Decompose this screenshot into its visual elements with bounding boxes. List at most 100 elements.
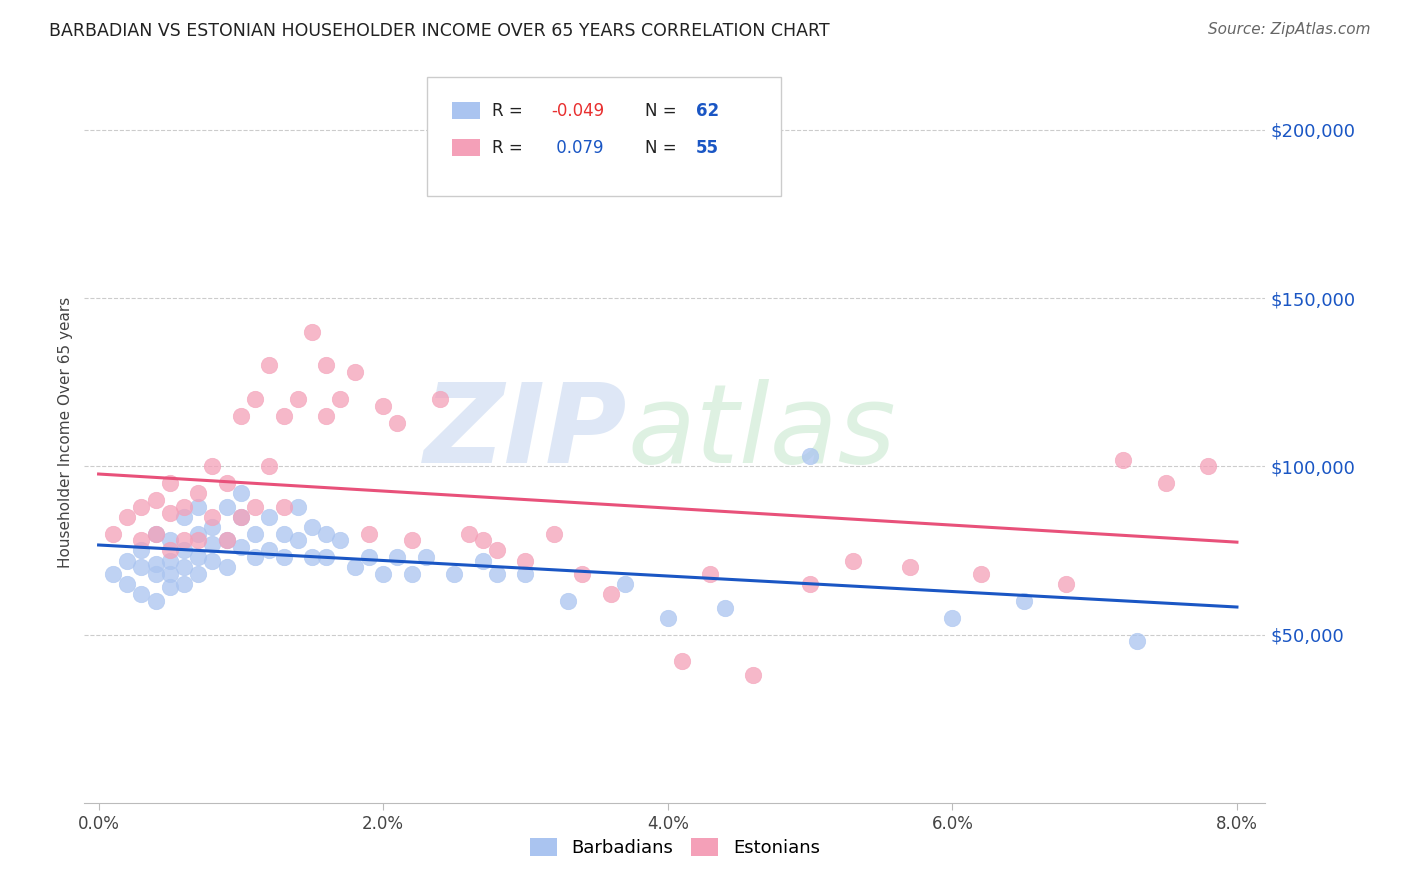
Point: [742, 668, 765, 682]
Point: [515, 553, 537, 567]
Text: N =: N =: [645, 102, 682, 120]
Point: [115, 509, 138, 524]
Point: [129, 533, 152, 548]
Text: 0.079: 0.079: [551, 138, 603, 157]
Text: N =: N =: [645, 138, 682, 157]
FancyBboxPatch shape: [427, 78, 782, 195]
Point: [273, 550, 295, 565]
Point: [699, 566, 721, 581]
Point: [628, 139, 651, 153]
Point: [457, 526, 479, 541]
Point: [145, 566, 167, 581]
Point: [159, 476, 181, 491]
Point: [259, 509, 281, 524]
Text: atlas: atlas: [627, 379, 896, 486]
Point: [229, 509, 252, 524]
Point: [273, 409, 295, 423]
Point: [229, 409, 252, 423]
Point: [357, 526, 380, 541]
Point: [187, 550, 209, 565]
Point: [187, 533, 209, 548]
Point: [329, 533, 352, 548]
Point: [201, 536, 224, 550]
Point: [671, 655, 693, 669]
Point: [315, 409, 337, 423]
Point: [159, 553, 181, 567]
Point: [145, 594, 167, 608]
Point: [373, 399, 395, 413]
Point: [898, 560, 921, 574]
Point: [187, 526, 209, 541]
Point: [159, 543, 181, 558]
Point: [799, 577, 821, 591]
Point: [173, 577, 195, 591]
Point: [387, 550, 409, 565]
Point: [301, 325, 323, 339]
Point: [557, 594, 579, 608]
Point: [129, 560, 152, 574]
Point: [343, 560, 366, 574]
Point: [201, 553, 224, 567]
Point: [329, 392, 352, 406]
FancyBboxPatch shape: [451, 138, 479, 156]
Point: [187, 486, 209, 500]
Point: [1054, 577, 1077, 591]
Point: [315, 550, 337, 565]
Point: [301, 550, 323, 565]
Point: [243, 550, 266, 565]
Point: [471, 553, 494, 567]
Point: [515, 566, 537, 581]
Point: [713, 600, 735, 615]
Point: [159, 507, 181, 521]
Point: [145, 526, 167, 541]
FancyBboxPatch shape: [451, 102, 479, 120]
Point: [215, 476, 238, 491]
Point: [401, 533, 423, 548]
Text: ZIP: ZIP: [425, 379, 627, 486]
Point: [415, 550, 437, 565]
Point: [215, 533, 238, 548]
Point: [187, 500, 209, 514]
Legend: Barbadians, Estonians: Barbadians, Estonians: [523, 830, 827, 864]
Point: [287, 500, 309, 514]
Point: [101, 526, 124, 541]
Point: [315, 526, 337, 541]
Text: BARBADIAN VS ESTONIAN HOUSEHOLDER INCOME OVER 65 YEARS CORRELATION CHART: BARBADIAN VS ESTONIAN HOUSEHOLDER INCOME…: [49, 22, 830, 40]
Point: [343, 365, 366, 379]
Text: 55: 55: [696, 138, 718, 157]
Point: [357, 550, 380, 565]
Point: [287, 392, 309, 406]
Point: [201, 520, 224, 534]
Y-axis label: Householder Income Over 65 years: Householder Income Over 65 years: [58, 297, 73, 568]
Point: [243, 500, 266, 514]
Text: -0.049: -0.049: [551, 102, 605, 120]
Point: [599, 587, 621, 601]
Point: [129, 543, 152, 558]
Point: [485, 543, 508, 558]
Point: [571, 566, 593, 581]
Point: [229, 509, 252, 524]
Point: [259, 359, 281, 373]
Point: [259, 459, 281, 474]
Point: [215, 560, 238, 574]
Point: [173, 500, 195, 514]
Point: [159, 533, 181, 548]
Text: R =: R =: [492, 102, 527, 120]
Point: [115, 553, 138, 567]
Point: [187, 566, 209, 581]
Text: Source: ZipAtlas.com: Source: ZipAtlas.com: [1208, 22, 1371, 37]
Text: R =: R =: [492, 138, 527, 157]
Point: [145, 526, 167, 541]
Point: [443, 566, 465, 581]
Point: [115, 577, 138, 591]
Point: [471, 533, 494, 548]
Point: [201, 509, 224, 524]
Point: [173, 533, 195, 548]
Point: [485, 566, 508, 581]
Point: [799, 449, 821, 463]
Point: [1012, 594, 1035, 608]
Point: [173, 560, 195, 574]
Point: [401, 566, 423, 581]
Point: [1154, 476, 1177, 491]
Point: [229, 540, 252, 554]
